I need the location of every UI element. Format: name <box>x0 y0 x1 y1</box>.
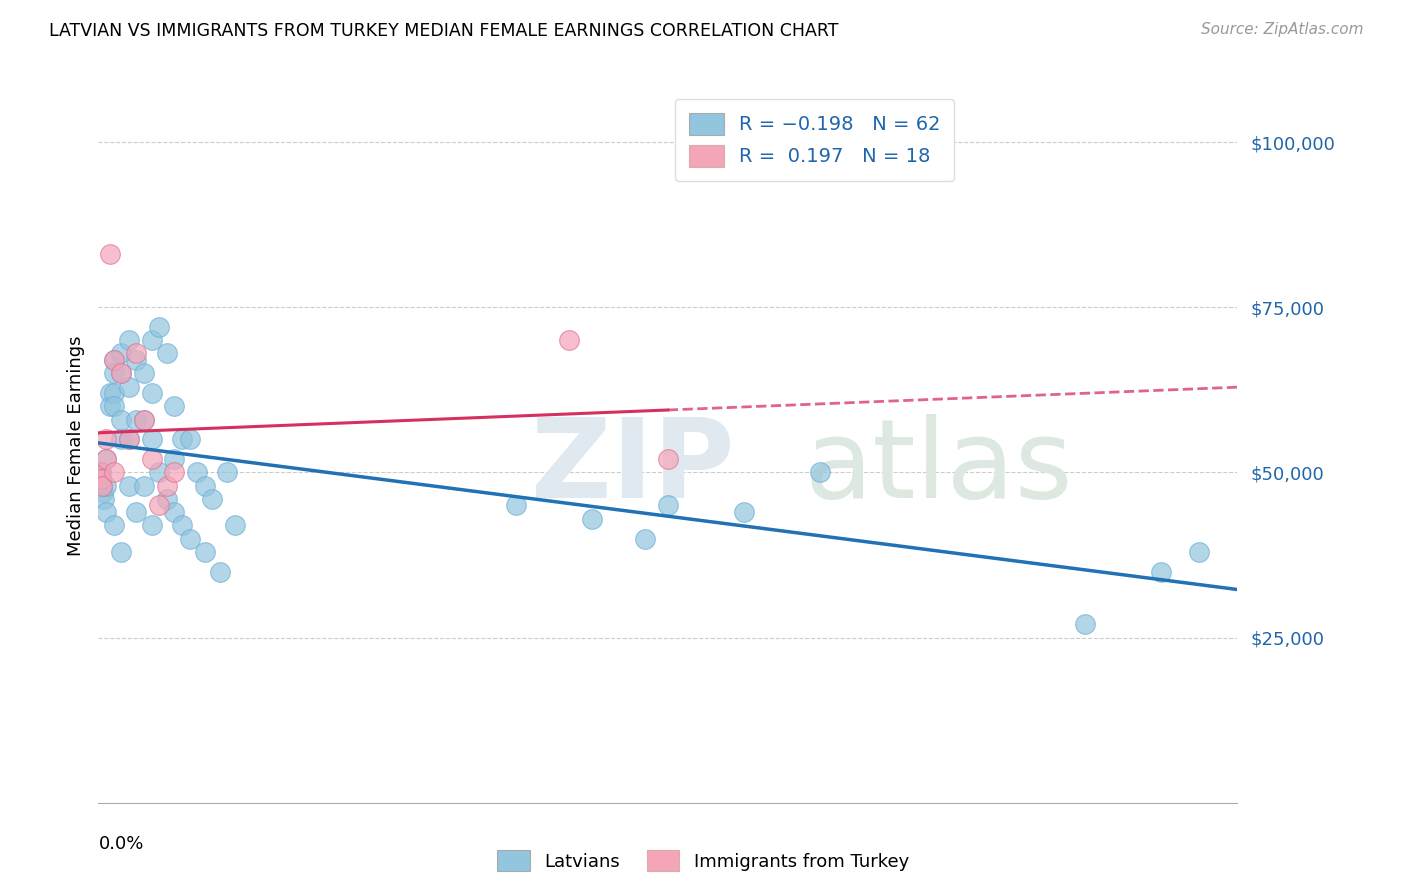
Point <box>1188 545 1211 559</box>
Point <box>89 466 111 480</box>
Point <box>103 518 125 533</box>
Point <box>118 379 141 393</box>
Point <box>179 433 201 447</box>
Point <box>90 472 112 486</box>
Point <box>201 491 224 506</box>
Point <box>634 532 657 546</box>
Point <box>170 518 193 533</box>
Point <box>1150 565 1173 579</box>
Point <box>208 565 231 579</box>
Point <box>125 505 148 519</box>
Point <box>103 367 125 381</box>
Point <box>141 386 163 401</box>
Point <box>118 478 141 492</box>
Point <box>93 491 115 506</box>
Point <box>163 400 186 414</box>
Point <box>163 466 186 480</box>
Point <box>132 412 155 426</box>
Point <box>110 412 132 426</box>
Point <box>103 400 125 414</box>
Legend: R = −0.198   N = 62, R =  0.197   N = 18: R = −0.198 N = 62, R = 0.197 N = 18 <box>675 99 955 181</box>
Point <box>118 333 141 347</box>
Point <box>125 346 148 360</box>
Point <box>118 433 141 447</box>
Point <box>103 353 125 368</box>
Point <box>103 386 125 401</box>
Point <box>94 452 117 467</box>
Point <box>98 400 121 414</box>
Point <box>91 478 114 492</box>
Point <box>657 452 679 467</box>
Point <box>98 247 121 261</box>
Point <box>141 333 163 347</box>
Point <box>90 466 112 480</box>
Legend: Latvians, Immigrants from Turkey: Latvians, Immigrants from Turkey <box>489 843 917 879</box>
Point <box>224 518 246 533</box>
Point <box>808 466 831 480</box>
Point <box>141 433 163 447</box>
Point <box>94 433 117 447</box>
Point <box>98 386 121 401</box>
Point <box>170 433 193 447</box>
Point <box>156 491 179 506</box>
Point <box>91 485 114 500</box>
Point <box>103 353 125 368</box>
Point <box>132 412 155 426</box>
Point <box>110 367 132 381</box>
Text: Source: ZipAtlas.com: Source: ZipAtlas.com <box>1201 22 1364 37</box>
Point <box>163 505 186 519</box>
Point <box>156 346 179 360</box>
Point <box>110 367 132 381</box>
Point <box>657 499 679 513</box>
Point <box>89 466 111 480</box>
Point <box>103 466 125 480</box>
Point <box>194 545 217 559</box>
Point <box>110 545 132 559</box>
Point <box>125 353 148 368</box>
Point <box>163 452 186 467</box>
Point <box>505 499 527 513</box>
Point <box>1074 617 1097 632</box>
Point <box>132 478 155 492</box>
Point <box>94 505 117 519</box>
Point <box>156 478 179 492</box>
Point <box>94 452 117 467</box>
Point <box>581 511 603 525</box>
Text: atlas: atlas <box>804 414 1073 521</box>
Point <box>141 452 163 467</box>
Point <box>125 412 148 426</box>
Point <box>148 499 170 513</box>
Point <box>91 478 114 492</box>
Point <box>148 466 170 480</box>
Point <box>217 466 239 480</box>
Text: ZIP: ZIP <box>531 414 734 521</box>
Point <box>132 367 155 381</box>
Point <box>141 518 163 533</box>
Text: LATVIAN VS IMMIGRANTS FROM TURKEY MEDIAN FEMALE EARNINGS CORRELATION CHART: LATVIAN VS IMMIGRANTS FROM TURKEY MEDIAN… <box>49 22 839 40</box>
Point <box>179 532 201 546</box>
Point <box>94 478 117 492</box>
Point <box>118 433 141 447</box>
Point <box>90 472 112 486</box>
Text: 0.0%: 0.0% <box>98 835 143 853</box>
Y-axis label: Median Female Earnings: Median Female Earnings <box>66 335 84 557</box>
Point <box>186 466 208 480</box>
Point <box>148 320 170 334</box>
Point <box>733 505 755 519</box>
Point <box>110 346 132 360</box>
Point <box>558 333 581 347</box>
Point <box>194 478 217 492</box>
Point <box>110 433 132 447</box>
